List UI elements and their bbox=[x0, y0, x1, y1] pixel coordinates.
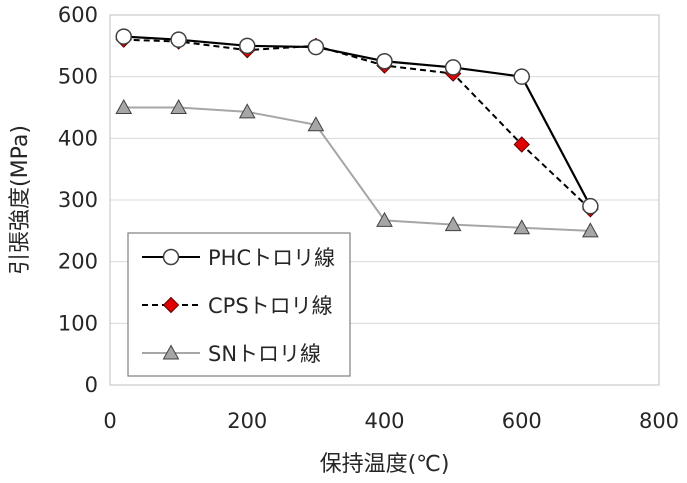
data-point-3 bbox=[115, 98, 133, 114]
data-point-1 bbox=[307, 38, 325, 56]
series-layer bbox=[115, 28, 599, 238]
series-line-3 bbox=[123, 106, 591, 232]
legend-marker bbox=[162, 344, 180, 360]
data-point-1 bbox=[376, 53, 393, 70]
series-2 bbox=[115, 31, 599, 218]
data-point-3 bbox=[307, 116, 325, 132]
legend-entry-2: CPSトロリ線 bbox=[142, 294, 333, 318]
x-tick-label: 0 bbox=[103, 409, 116, 433]
x-tick-label: 400 bbox=[364, 409, 404, 433]
y-tick-labels: 0 100 200 300 400 500 600 bbox=[58, 3, 98, 397]
plot-frame bbox=[109, 14, 660, 386]
data-point-1 bbox=[239, 37, 256, 55]
data-point-3 bbox=[238, 103, 256, 119]
legend-label: PHCトロリ線 bbox=[208, 246, 335, 270]
y-tick-label: 400 bbox=[58, 126, 98, 150]
x-tick-labels: 0 200 400 600 800 bbox=[103, 409, 679, 433]
data-point-1 bbox=[170, 31, 187, 48]
data-point-3 bbox=[376, 211, 393, 227]
x-axis-title: 保持温度(℃) bbox=[320, 452, 450, 477]
data-point-3 bbox=[582, 222, 599, 238]
data-point-1 bbox=[115, 28, 132, 45]
y-tick-label: 0 bbox=[85, 373, 98, 397]
series-line-2 bbox=[123, 38, 592, 210]
series-1 bbox=[115, 28, 599, 215]
series-3 bbox=[115, 98, 599, 238]
data-point-2 bbox=[513, 136, 530, 153]
x-tick-label: 800 bbox=[639, 409, 679, 433]
legend: PHCトロリ線 CPSトロリ線 SNトロリ線 bbox=[127, 232, 351, 377]
data-point-3 bbox=[170, 98, 187, 114]
x-tick-label: 200 bbox=[227, 409, 267, 433]
y-tick-label: 500 bbox=[58, 65, 98, 89]
legend-entry-1: PHCトロリ線 bbox=[142, 246, 335, 270]
y-tick-label: 100 bbox=[58, 311, 98, 335]
legend-entry-3: SNトロリ線 bbox=[142, 342, 321, 366]
legend-marker bbox=[162, 296, 180, 314]
data-point-3 bbox=[513, 219, 531, 235]
series-line-1 bbox=[123, 35, 592, 207]
legend-label: SNトロリ線 bbox=[208, 342, 321, 366]
y-axis-title: 引張強度(MPa) bbox=[8, 125, 33, 275]
data-point-3 bbox=[444, 216, 462, 232]
data-point-1 bbox=[444, 59, 462, 76]
x-tick-label: 600 bbox=[502, 409, 542, 433]
data-point-1 bbox=[582, 197, 599, 215]
data-point-1 bbox=[513, 68, 530, 85]
y-tick-label: 200 bbox=[58, 250, 98, 274]
y-tick-label: 300 bbox=[58, 188, 98, 212]
legend-label: CPSトロリ線 bbox=[208, 294, 333, 318]
legend-marker bbox=[162, 248, 180, 266]
y-tick-label: 600 bbox=[58, 3, 98, 27]
